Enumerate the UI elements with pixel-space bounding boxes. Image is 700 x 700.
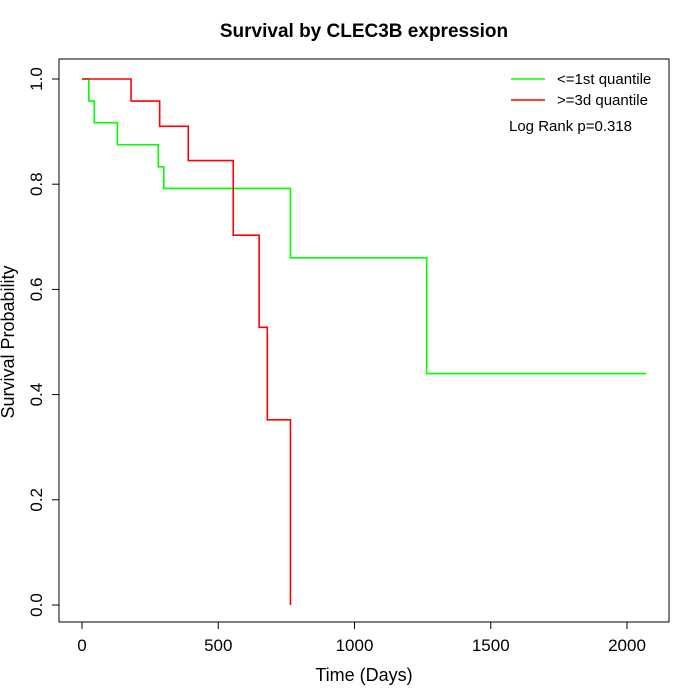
x-tick-label: 1500	[472, 636, 510, 655]
y-axis: 0.0 0.2 0.4 0.6 0.8 1.0	[27, 67, 60, 617]
x-tick-label: 1000	[336, 636, 374, 655]
legend: <=1st quantile >=3d quantile	[511, 71, 651, 109]
series-layer	[82, 78, 647, 605]
y-tick-label: 0.2	[27, 488, 46, 512]
x-tick-label: 2000	[608, 636, 646, 655]
legend-label-high: >=3d quantile	[557, 92, 648, 109]
y-axis-label: Survival Probability	[0, 265, 18, 418]
y-tick-label: 1.0	[27, 67, 46, 91]
series-line-1	[82, 78, 292, 605]
y-tick-label: 0.0	[27, 593, 46, 617]
y-tick-label: 0.6	[27, 278, 46, 302]
x-axis: 0 500 1000 1500 2000	[77, 621, 646, 655]
series-line-0	[82, 78, 647, 375]
legend-label-low: <=1st quantile	[557, 71, 651, 88]
x-axis-label: Time (Days)	[315, 665, 412, 685]
y-tick-label: 0.8	[27, 172, 46, 196]
x-tick-label: 500	[204, 636, 232, 655]
chart-title: Survival by CLEC3B expression	[220, 21, 508, 42]
x-tick-label: 0	[77, 636, 86, 655]
y-tick-label: 0.4	[27, 383, 46, 407]
log-rank-annotation: Log Rank p=0.318	[509, 118, 632, 135]
